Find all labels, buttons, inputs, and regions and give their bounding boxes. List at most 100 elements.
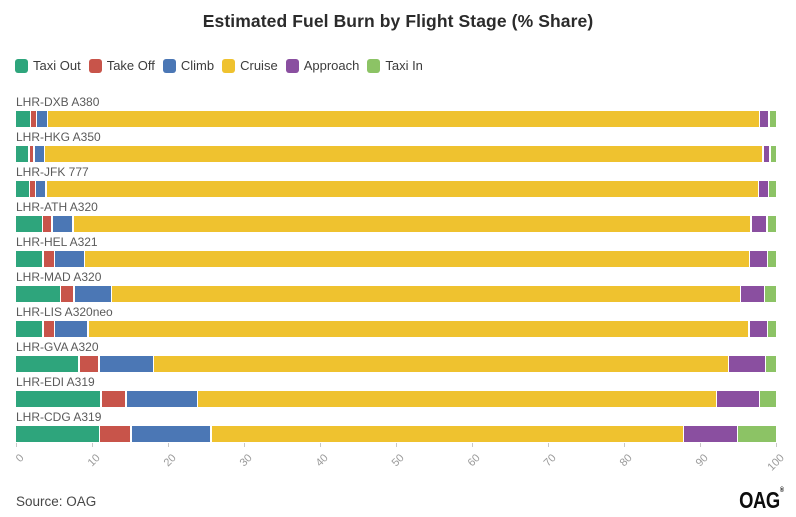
axis-tick-label: 100	[765, 452, 787, 474]
stacked-bar	[16, 286, 776, 302]
oag-logo-text: OAG	[739, 487, 781, 513]
axis-tick-mark	[92, 443, 93, 447]
bar-segment-cruise[interactable]	[45, 146, 763, 162]
row-label: LHR-DXB A380	[16, 95, 100, 109]
bar-segment-approach[interactable]	[760, 111, 769, 127]
bar-segment-cruise[interactable]	[154, 356, 728, 372]
bar-segment-take-off[interactable]	[43, 216, 52, 232]
bar-segment-taxi-out[interactable]	[16, 426, 99, 442]
legend-label: Approach	[303, 58, 360, 73]
legend-swatch-climb	[162, 58, 176, 73]
bar-segment-climb[interactable]	[126, 391, 197, 407]
bar-segment-approach[interactable]	[729, 356, 765, 372]
bar-segment-taxi-in[interactable]	[765, 286, 776, 302]
axis-tick-label: 70	[541, 452, 559, 470]
bar-segment-cruise[interactable]	[73, 216, 751, 232]
axis-tick-mark	[700, 443, 701, 447]
bar-segment-take-off[interactable]	[31, 111, 36, 127]
bar-segment-climb[interactable]	[34, 146, 44, 162]
legend-item-taxi-in[interactable]: Taxi In	[367, 58, 423, 73]
bar-segment-taxi-in[interactable]	[760, 391, 776, 407]
bar-segment-climb[interactable]	[37, 111, 47, 127]
legend-swatch-take-off	[88, 58, 102, 73]
bar-segment-take-off[interactable]	[43, 251, 54, 267]
bar-segment-taxi-in[interactable]	[768, 251, 777, 267]
axis-tick-label: 20	[161, 452, 179, 470]
axis-tick-label: 0	[13, 452, 27, 465]
bar-segment-cruise[interactable]	[85, 251, 749, 267]
bar-segment-climb[interactable]	[74, 286, 111, 302]
bar-segment-taxi-in[interactable]	[769, 181, 776, 197]
bar-segment-approach[interactable]	[684, 426, 737, 442]
bar-segment-climb[interactable]	[36, 181, 46, 197]
legend-label: Taxi Out	[33, 58, 81, 73]
chart-row: LHR-LIS A320neo	[16, 305, 777, 340]
bar-segment-approach[interactable]	[751, 216, 767, 232]
stacked-bar	[16, 216, 776, 232]
chart-row: LHR-GVA A320	[16, 340, 776, 375]
bar-segment-taxi-out[interactable]	[16, 391, 101, 407]
stacked-bar	[16, 391, 776, 407]
bar-segment-take-off[interactable]	[30, 181, 35, 197]
chart-row: LHR-JFK 777	[16, 165, 776, 200]
bar-segment-taxi-out[interactable]	[16, 181, 29, 197]
legend-label: Cruise	[240, 58, 278, 73]
stacked-bar	[16, 181, 776, 197]
row-label: LHR-JFK 777	[16, 165, 89, 179]
bar-segment-cruise[interactable]	[48, 111, 759, 127]
bar-segment-take-off[interactable]	[61, 286, 74, 302]
bar-segment-taxi-in[interactable]	[769, 111, 776, 127]
axis-tick-mark	[244, 443, 245, 447]
bar-segment-taxi-in[interactable]	[768, 321, 777, 337]
bar-segment-approach[interactable]	[763, 146, 770, 162]
bar-segment-cruise[interactable]	[211, 426, 683, 442]
bar-segment-take-off[interactable]	[100, 426, 131, 442]
bar-segment-approach[interactable]	[759, 181, 768, 197]
bar-segment-climb[interactable]	[55, 321, 88, 337]
axis-tick-label: 60	[465, 452, 483, 470]
legend-item-taxi-out[interactable]: Taxi Out	[15, 58, 81, 73]
bar-segment-taxi-in[interactable]	[770, 146, 776, 162]
legend-label: Climb	[180, 58, 215, 73]
bar-segment-taxi-out[interactable]	[16, 356, 79, 372]
bar-segment-approach[interactable]	[717, 391, 759, 407]
bar-segment-taxi-out[interactable]	[16, 146, 29, 162]
bar-segment-cruise[interactable]	[46, 181, 758, 197]
bar-segment-take-off[interactable]	[101, 391, 126, 407]
bar-segment-taxi-out[interactable]	[16, 321, 43, 337]
bar-segment-taxi-out[interactable]	[16, 111, 30, 127]
bar-segment-taxi-in[interactable]	[738, 426, 776, 442]
bar-segment-take-off[interactable]	[43, 321, 54, 337]
bar-segment-taxi-out[interactable]	[16, 216, 42, 232]
legend-item-cruise[interactable]: Cruise	[222, 58, 278, 73]
legend-label: Taxi In	[385, 58, 423, 73]
bar-segment-taxi-out[interactable]	[16, 286, 60, 302]
oag-logo: OAG®	[739, 487, 785, 514]
chart-rows: LHR-DXB A380 LHR-HKG A350 LHR-JFK 777 LHR-A…	[16, 95, 777, 445]
axis-tick-label: 80	[617, 452, 635, 470]
bar-segment-take-off[interactable]	[79, 356, 99, 372]
row-label: LHR-LIS A320neo	[16, 305, 113, 319]
stacked-bar	[16, 321, 777, 337]
bar-segment-cruise[interactable]	[112, 286, 740, 302]
bar-segment-cruise[interactable]	[88, 321, 749, 337]
stacked-bar	[16, 111, 776, 127]
axis-tick-mark	[548, 443, 549, 447]
bar-segment-taxi-out[interactable]	[16, 251, 43, 267]
bar-segment-taxi-in[interactable]	[766, 356, 776, 372]
chart-row: LHR-ATH A320	[16, 200, 776, 235]
bar-segment-climb[interactable]	[55, 251, 84, 267]
bar-segment-take-off[interactable]	[29, 146, 34, 162]
bar-segment-approach[interactable]	[749, 321, 767, 337]
bar-segment-approach[interactable]	[750, 251, 767, 267]
bar-segment-climb[interactable]	[52, 216, 73, 232]
stacked-bar	[16, 251, 777, 267]
bar-segment-taxi-in[interactable]	[767, 216, 776, 232]
bar-segment-climb[interactable]	[131, 426, 211, 442]
bar-segment-climb[interactable]	[99, 356, 153, 372]
legend-item-approach[interactable]: Approach	[285, 58, 360, 73]
legend-item-take-off[interactable]: Take Off	[88, 58, 155, 73]
legend-item-climb[interactable]: Climb	[162, 58, 215, 73]
bar-segment-cruise[interactable]	[198, 391, 716, 407]
bar-segment-approach[interactable]	[741, 286, 764, 302]
